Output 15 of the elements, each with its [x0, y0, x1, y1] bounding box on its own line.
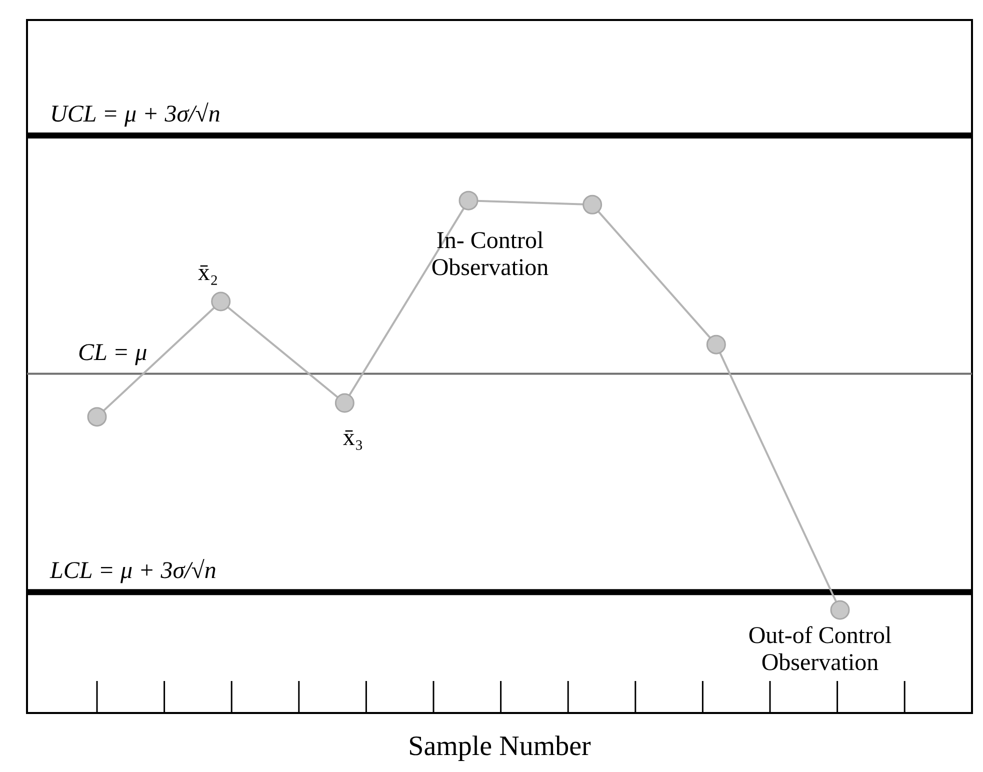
annotation: In- Control Observation: [431, 228, 549, 281]
point: [334, 393, 354, 413]
ref-line-label: CL = μ: [78, 340, 148, 366]
point: [582, 194, 602, 214]
point: [706, 334, 726, 354]
point: [211, 292, 231, 312]
ref-line-label: UCL = μ + 3σ/√n: [50, 102, 220, 128]
x-axis-title: Sample Number: [408, 731, 592, 762]
point: [87, 407, 107, 427]
ref-line-label: LCL = μ + 3σ/√n: [49, 558, 216, 584]
annotation: x̄₃: [342, 425, 364, 451]
point: [830, 600, 850, 620]
point: [458, 190, 478, 210]
annotation: Out-of Control Observation: [748, 623, 892, 676]
annotation: x̄₂: [198, 260, 218, 286]
